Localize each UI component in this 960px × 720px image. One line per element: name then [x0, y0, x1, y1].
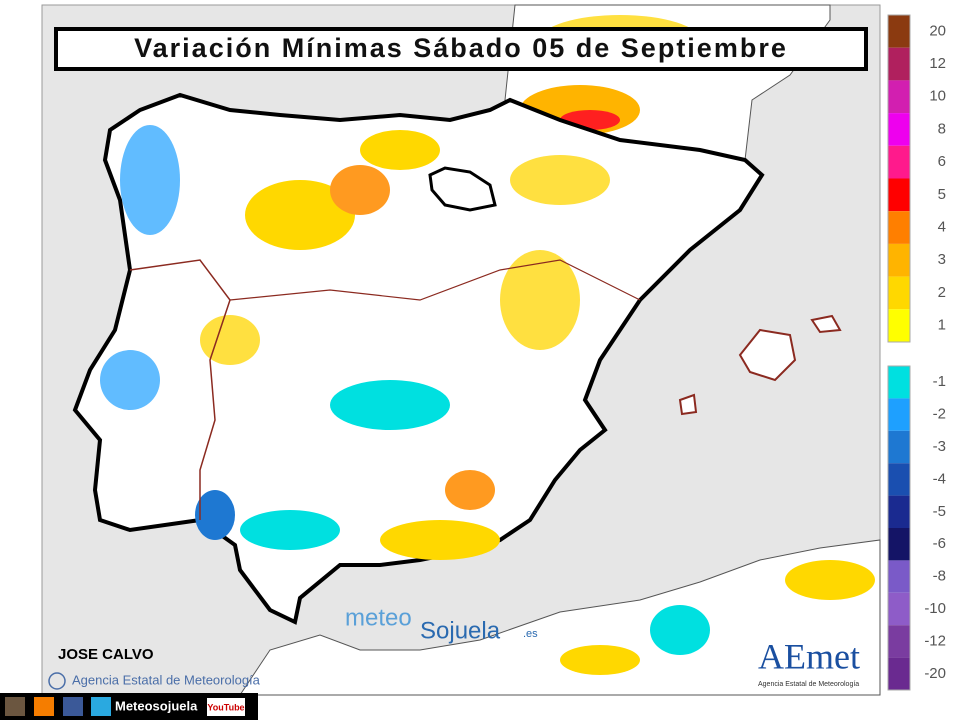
legend-label: 4	[938, 219, 946, 236]
iberia	[72, 92, 765, 625]
legend-swatch	[888, 15, 910, 48]
anomaly-area	[510, 155, 610, 205]
legend-label: 6	[938, 153, 946, 170]
anomaly-area	[100, 350, 160, 410]
aemet-logo: AEmet	[758, 636, 860, 676]
legend-swatch	[888, 430, 910, 464]
legend-swatch	[888, 178, 910, 212]
aemet-subtitle: Agencia Estatal de Meteorología	[758, 681, 859, 688]
legend-swatch	[888, 113, 910, 146]
anomaly-area	[785, 560, 875, 600]
legend-label: -3	[933, 438, 946, 455]
legend-label: -20	[924, 665, 946, 682]
legend-swatch	[888, 398, 910, 431]
legend-swatch	[888, 495, 910, 528]
legend-label: -2	[933, 406, 946, 423]
anomaly-area	[500, 250, 580, 350]
icon	[34, 697, 54, 716]
legend-label: 1	[938, 317, 946, 334]
legend-swatch	[888, 211, 910, 244]
anomaly-area	[560, 645, 640, 675]
author: JOSE CALVO	[58, 646, 154, 663]
logo-part: .es	[523, 628, 538, 640]
anomaly-area	[360, 130, 440, 170]
legend-swatch	[888, 309, 910, 342]
legend-label: -5	[933, 503, 946, 520]
africa	[239, 539, 881, 696]
anomaly-area	[195, 490, 235, 540]
legend-label: -1	[933, 373, 946, 390]
anomaly-area	[330, 380, 450, 430]
anomaly-area	[120, 125, 180, 235]
legend-label: 20	[929, 22, 946, 39]
anomaly-area	[245, 180, 355, 250]
la-rioja	[428, 166, 497, 212]
legend-swatch	[888, 625, 910, 658]
legend-swatch	[888, 592, 910, 626]
youtube-box	[207, 698, 245, 716]
legend-swatch	[888, 276, 910, 310]
icon	[63, 697, 83, 716]
logo-part: meteo	[345, 604, 412, 631]
legend-label: 12	[929, 55, 946, 72]
legend-label: 5	[938, 186, 946, 203]
copyright: Agencia Estatal de Meteorología	[72, 672, 261, 687]
footer-youtube: YouTube	[207, 702, 244, 712]
legend-swatch	[888, 80, 910, 114]
island	[738, 328, 797, 382]
legend-swatch	[888, 145, 910, 179]
copyright-icon	[48, 672, 66, 690]
legend-frame	[887, 14, 911, 343]
footer-site: Meteosojuela	[115, 698, 198, 713]
icon	[5, 697, 25, 716]
legend-label: 2	[938, 284, 946, 301]
legend-label: 10	[929, 88, 946, 105]
legend-label: -12	[924, 632, 946, 649]
logo-part: Sojuela	[420, 617, 501, 644]
anomaly-area	[200, 315, 260, 365]
icon	[91, 697, 111, 716]
legend-label: -6	[933, 535, 946, 552]
anomaly-area	[650, 605, 710, 655]
legend-swatch	[888, 463, 910, 496]
legend-swatch	[888, 657, 910, 690]
legend: 20 12 10 8 6 5 4 3 2 1 -1 -2 -3 -4 -5 -6 -8 -10 -12 -20	[887, 14, 946, 691]
legend-swatch	[888, 47, 910, 81]
legend-label: -8	[933, 568, 946, 585]
legend-swatch	[888, 528, 910, 561]
legend-swatch	[888, 560, 910, 593]
border	[229, 259, 641, 301]
legend-label: 3	[938, 251, 946, 268]
legend-label: 8	[938, 120, 946, 137]
anomaly-area	[240, 510, 340, 550]
legend-frame	[887, 365, 911, 691]
anomaly-area	[330, 165, 390, 215]
anomaly-area	[445, 470, 495, 510]
map	[41, 4, 881, 696]
title: Variación Mínimas Sábado 05 de Septiembr…	[134, 33, 788, 63]
island	[678, 393, 698, 416]
island	[810, 314, 842, 334]
legend-swatch	[888, 366, 910, 399]
legend-label: -4	[933, 470, 946, 487]
border	[129, 259, 231, 520]
legend-label: -10	[924, 600, 946, 617]
title-box	[54, 27, 868, 71]
legend-swatch	[888, 243, 910, 277]
anomaly-area	[380, 520, 500, 560]
